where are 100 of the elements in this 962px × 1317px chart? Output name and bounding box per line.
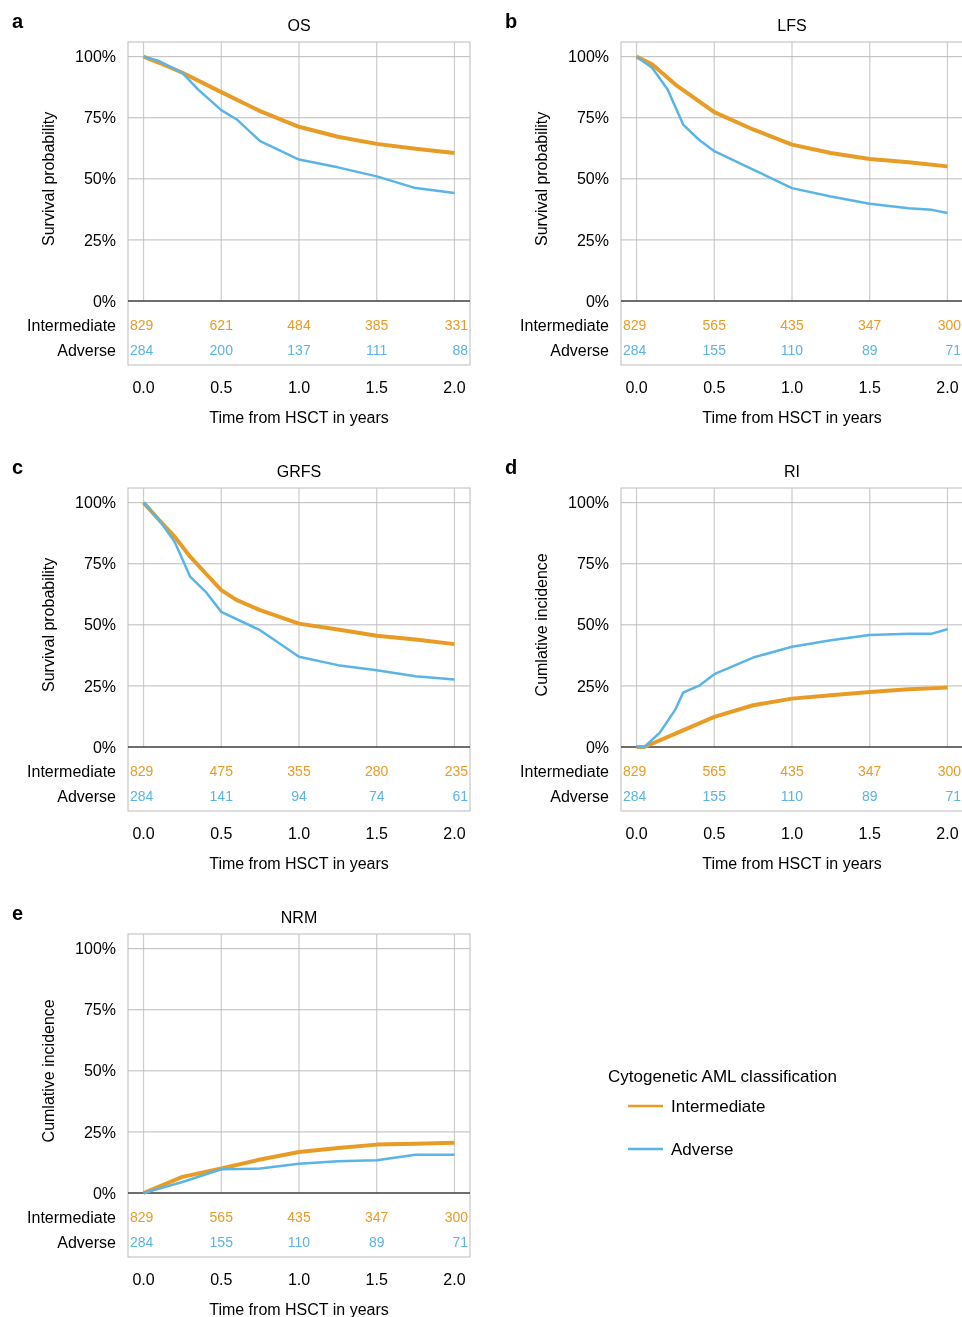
x-tick-label: 1.5: [858, 379, 881, 396]
y-axis-title: Survival probability: [40, 111, 57, 246]
x-tick-label: 1.0: [287, 379, 311, 396]
y-axis-title: Cumlative incidence: [40, 999, 57, 1143]
text: 137: [287, 341, 311, 358]
text: 89: [861, 787, 878, 804]
text: 94: [291, 787, 307, 804]
x-tick-label: 1.5: [365, 825, 388, 842]
y-tick-label: 25%: [83, 677, 116, 695]
text: 565: [702, 762, 727, 779]
x-tick-label: 0.0: [625, 379, 648, 396]
legend-label: Intermediate: [671, 1096, 766, 1116]
y-tick-label: 75%: [83, 109, 116, 127]
text: Intermediate: [520, 316, 610, 334]
text: 565: [209, 1208, 234, 1225]
text: 829: [623, 316, 647, 333]
y-tick-label: 0%: [92, 292, 116, 310]
text: Adverse: [550, 787, 610, 805]
x-tick-label: 1.5: [858, 825, 881, 842]
x-tick-label: 2.0: [936, 379, 959, 396]
text: 347: [858, 762, 882, 779]
text: 355: [287, 762, 311, 779]
x-axis-title: Time from HSCT in years: [702, 855, 882, 872]
text: 435: [287, 1208, 311, 1225]
text: 155: [702, 787, 727, 804]
text: 110: [780, 787, 804, 804]
y-tick-label: 25%: [576, 677, 609, 695]
x-tick-label: 0.0: [132, 825, 155, 842]
y-tick-label: 25%: [83, 231, 116, 249]
text: e: [12, 902, 24, 924]
text: b: [505, 10, 518, 32]
chart-title: RI: [784, 463, 800, 480]
text: 61: [452, 787, 469, 804]
line-series: [141, 1140, 457, 1195]
y-tick-label: 25%: [576, 231, 609, 249]
text: 300: [444, 1208, 469, 1225]
text: 829: [623, 762, 647, 779]
line-series: [635, 55, 949, 215]
chart-title: LFS: [777, 17, 807, 34]
x-tick-label: 1.5: [365, 379, 388, 396]
x-axis-title: Time from HSCT in years: [209, 855, 389, 872]
text: a: [12, 10, 24, 32]
text: 200: [209, 341, 234, 358]
text: 110: [780, 341, 804, 358]
text: 71: [945, 341, 962, 358]
line-series: [634, 685, 950, 749]
x-tick-label: 0.5: [703, 379, 726, 396]
y-tick-label: 50%: [576, 616, 609, 634]
legend-label: Adverse: [671, 1139, 734, 1159]
text: 155: [209, 1233, 234, 1250]
text: 829: [130, 316, 154, 333]
text: Intermediate: [27, 316, 117, 334]
x-axis-title: Time from HSCT in years: [702, 409, 882, 426]
text: 235: [444, 762, 469, 779]
x-tick-label: 0.5: [210, 825, 233, 842]
x-tick-label: 1.0: [287, 1271, 311, 1288]
text: 74: [368, 787, 385, 804]
x-tick-label: 2.0: [443, 379, 466, 396]
line-series: [142, 501, 456, 681]
y-tick-label: 50%: [83, 170, 116, 188]
y-tick-label: 25%: [83, 1123, 116, 1141]
text: 829: [130, 762, 154, 779]
y-tick-label: 75%: [83, 1001, 116, 1019]
y-tick-label: 75%: [576, 109, 609, 127]
y-tick-label: 75%: [83, 555, 116, 573]
y-tick-label: 50%: [83, 616, 116, 634]
text: 71: [452, 1233, 469, 1250]
line-series: [634, 54, 950, 169]
text: 89: [861, 341, 878, 358]
line-series: [142, 1153, 456, 1195]
text: 300: [937, 316, 962, 333]
x-tick-label: 2.0: [443, 1271, 466, 1288]
text: 484: [287, 316, 311, 333]
line-series: [635, 627, 949, 749]
chart-title: OS: [287, 17, 311, 34]
x-tick-label: 0.5: [210, 379, 233, 396]
y-tick-label: 0%: [92, 738, 116, 756]
x-tick-label: 0.0: [132, 379, 155, 396]
text: 284: [130, 787, 154, 804]
text: 435: [780, 762, 804, 779]
text: 435: [780, 316, 804, 333]
text: Adverse: [57, 787, 117, 805]
y-tick-label: 100%: [75, 940, 116, 958]
y-tick-label: 50%: [83, 1062, 116, 1080]
chart-title: GRFS: [276, 463, 322, 480]
text: 89: [368, 1233, 385, 1250]
x-tick-label: 1.0: [287, 825, 311, 842]
text: 284: [623, 341, 647, 358]
y-axis-title: Survival probability: [40, 557, 57, 692]
y-tick-label: 100%: [568, 48, 609, 66]
y-tick-label: 0%: [585, 738, 609, 756]
text: 284: [130, 341, 154, 358]
x-axis-title: Time from HSCT in years: [209, 409, 389, 426]
x-tick-label: 1.0: [780, 379, 804, 396]
y-tick-label: 0%: [92, 1184, 116, 1202]
text: 71: [945, 787, 962, 804]
text: 111: [366, 341, 388, 358]
x-tick-label: 0.0: [625, 825, 648, 842]
text: Intermediate: [520, 762, 610, 780]
y-tick-label: 100%: [75, 48, 116, 66]
